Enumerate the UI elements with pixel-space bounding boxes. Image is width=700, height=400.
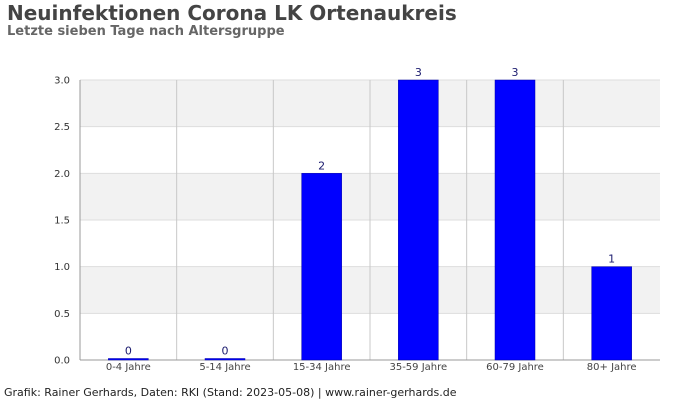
x-tick-label: 15-34 Jahre: [293, 362, 351, 373]
data-label: 0: [222, 345, 229, 358]
x-tick-label: 5-14 Jahre: [199, 362, 250, 373]
y-tick-label: 2.5: [54, 122, 70, 133]
y-tick-label: 0.5: [54, 309, 70, 320]
x-tick-label: 35-59 Jahre: [389, 362, 447, 373]
bar: [398, 79, 439, 361]
data-label: 2: [318, 159, 325, 172]
data-label: 1: [608, 253, 615, 266]
y-tick-label: 0.0: [54, 356, 70, 367]
chart-subtitle: Letzte sieben Tage nach Altersgruppe: [7, 24, 285, 39]
x-tick-label: 0-4 Jahre: [106, 362, 151, 373]
bar: [204, 358, 246, 361]
footer-credit: Grafik: Rainer Gerhards, Daten: RKI (Sta…: [4, 386, 457, 399]
chart-title: Neuinfektionen Corona LK Ortenaukreis: [7, 1, 457, 25]
bar: [591, 266, 632, 361]
x-tick-label: 80+ Jahre: [587, 362, 637, 373]
data-label: 0: [125, 345, 132, 358]
y-tick-label: 1.5: [54, 216, 70, 227]
x-tick-label: 60-79 Jahre: [486, 362, 544, 373]
data-label: 3: [415, 66, 422, 79]
bar: [301, 173, 342, 361]
y-tick-label: 2.0: [54, 169, 70, 180]
y-tick-label: 1.0: [54, 262, 70, 273]
data-label: 3: [512, 66, 519, 79]
y-tick-label: 3.0: [54, 76, 70, 87]
bar: [494, 79, 536, 361]
bar: [108, 358, 149, 361]
